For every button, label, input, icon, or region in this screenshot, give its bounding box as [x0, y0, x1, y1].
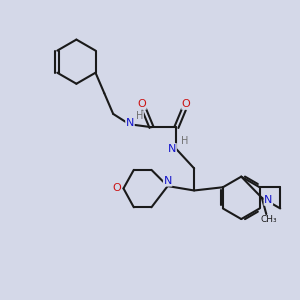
Text: N: N — [164, 176, 172, 186]
Text: O: O — [182, 99, 190, 109]
Text: N: N — [126, 118, 134, 128]
Text: H: H — [181, 136, 188, 146]
Text: N: N — [264, 195, 272, 205]
Text: H: H — [136, 111, 143, 121]
Text: CH₃: CH₃ — [261, 215, 278, 224]
Text: N: N — [168, 144, 176, 154]
Text: O: O — [112, 183, 122, 194]
Text: O: O — [137, 99, 146, 109]
